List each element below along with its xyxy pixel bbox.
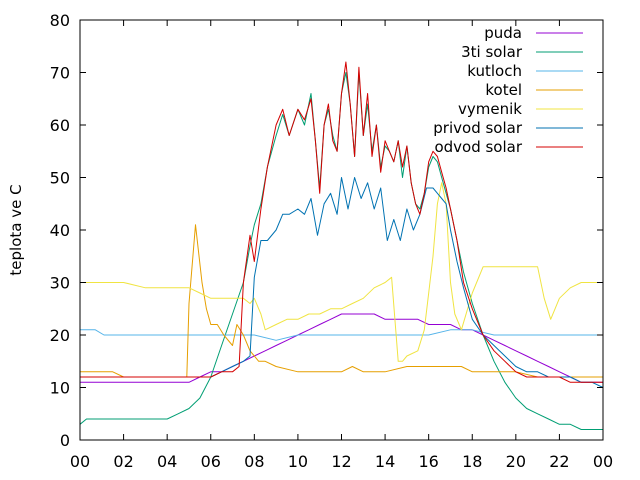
x-tick-label: 16 xyxy=(418,452,438,471)
y-tick-label: 10 xyxy=(50,379,70,398)
legend-label: odvod solar xyxy=(434,138,522,156)
legend-label: puda xyxy=(484,24,522,42)
x-tick-label: 10 xyxy=(288,452,308,471)
x-tick-label: 08 xyxy=(244,452,264,471)
y-tick-label: 80 xyxy=(50,11,70,30)
x-tick-label: 06 xyxy=(201,452,221,471)
x-tick-label: 18 xyxy=(462,452,482,471)
series-line-3 xyxy=(80,224,603,378)
x-axis: 00 02 04 06 08 10 12 14 16 18 20 22 00 xyxy=(70,20,613,471)
y-tick-label: 40 xyxy=(50,221,70,240)
x-tick-label: 00 xyxy=(70,452,90,471)
y-tick-label: 50 xyxy=(50,169,70,188)
series-line-5 xyxy=(80,177,604,388)
y-tick-label: 30 xyxy=(50,274,70,293)
x-tick-label: 22 xyxy=(549,452,569,471)
x-tick-label: 02 xyxy=(113,452,133,471)
x-tick-label: 14 xyxy=(375,452,395,471)
legend-label: vymenik xyxy=(458,100,522,118)
y-tick-label: 60 xyxy=(50,116,70,135)
legend-label: kutloch xyxy=(467,62,522,80)
legend-label: 3ti solar xyxy=(461,43,523,61)
y-tick-label: 20 xyxy=(50,326,70,345)
series-line-2 xyxy=(80,329,603,341)
legend-label: kotel xyxy=(485,81,522,99)
x-tick-label: 12 xyxy=(331,452,351,471)
x-tick-label: 00 xyxy=(593,452,613,471)
plot-area xyxy=(79,61,604,430)
y-tick-label: 0 xyxy=(60,431,70,450)
x-tick-label: 20 xyxy=(506,452,526,471)
y-axis: 0 10 20 30 40 50 60 70 80 xyxy=(50,11,603,450)
series-line-6 xyxy=(80,61,603,383)
legend-label: privod solar xyxy=(433,119,523,137)
y-axis-title: teplota ve C xyxy=(7,184,25,275)
series-line-4 xyxy=(80,182,603,362)
y-tick-label: 70 xyxy=(50,64,70,83)
x-tick-label: 04 xyxy=(157,452,177,471)
